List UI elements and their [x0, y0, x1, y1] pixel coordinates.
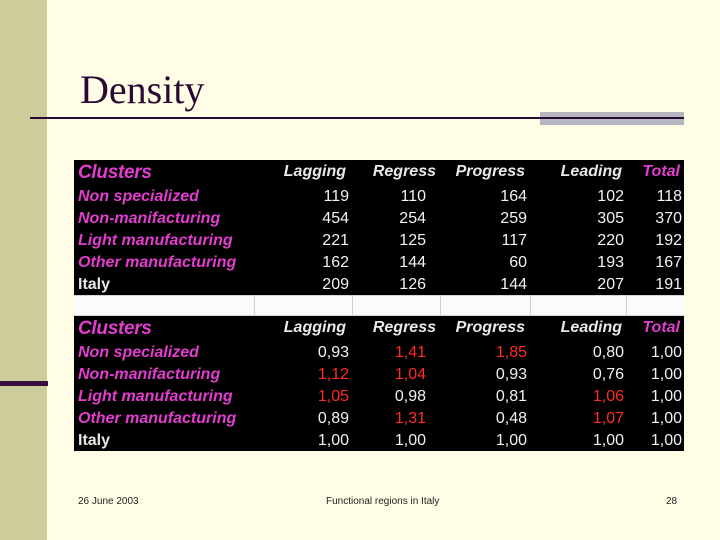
table-cell: 191 — [655, 276, 682, 293]
column-header-total: Total — [642, 163, 680, 180]
row-label: Light manufacturing — [78, 232, 233, 249]
title-rule — [30, 117, 684, 119]
separator-divider — [626, 296, 627, 315]
table-cell: 162 — [322, 254, 349, 271]
header-clusters: Clusters — [78, 162, 152, 183]
density-index-table: Clusters Lagging Regress Progress Leading Tot… — [74, 316, 684, 451]
table-cell: 207 — [597, 276, 624, 293]
column-header-lagging: Lagging — [283, 319, 346, 336]
column-header-regress: Regress — [372, 163, 436, 180]
table-cell: 259 — [500, 210, 527, 227]
table-cell: 0,76 — [592, 366, 624, 383]
table-cell: 110 — [400, 188, 426, 205]
column-header-progress: Progress — [455, 163, 525, 180]
table-cell: 0,80 — [592, 344, 624, 361]
column-header-leading: Leading — [560, 319, 622, 336]
table-cell: 125 — [399, 232, 426, 249]
separator-divider — [440, 296, 441, 315]
table-cell: 1,00 — [650, 366, 682, 383]
table-cell: 1,00 — [650, 344, 682, 361]
table-cell: 164 — [500, 188, 527, 205]
column-header-total: Total — [642, 319, 680, 336]
table-cell: 1,31 — [394, 410, 426, 427]
row-label: Non specialized — [78, 344, 199, 361]
table-cell: 1,00 — [650, 432, 682, 449]
table-cell: 0,93 — [495, 366, 527, 383]
table-cell: 305 — [597, 210, 624, 227]
table-cell: 1,06 — [592, 388, 624, 405]
table-cell: 1,04 — [394, 366, 426, 383]
table-cell: 144 — [399, 254, 426, 271]
table-cell: 0,93 — [317, 344, 349, 361]
table-cell: 0,98 — [394, 388, 426, 405]
table-cell: 144 — [500, 276, 527, 293]
density-table: Clusters Lagging Regress Progress Leading Tot… — [74, 160, 684, 295]
table-cell: 0,89 — [317, 410, 349, 427]
header-clusters: Clusters — [78, 318, 152, 339]
table-cell: 60 — [509, 254, 527, 271]
footer-title: Functional regions in Italy — [326, 496, 440, 507]
table-cell: 117 — [501, 232, 527, 249]
table-cell: 220 — [597, 232, 624, 249]
table-cell: 118 — [656, 188, 682, 205]
table-cell: 1,00 — [394, 432, 426, 449]
table-cell: 209 — [322, 276, 349, 293]
table-cell: 1,00 — [650, 388, 682, 405]
table-cell: 221 — [322, 232, 349, 249]
row-label: Other manufacturing — [78, 254, 237, 271]
table-cell: 370 — [655, 210, 682, 227]
table-cell: 192 — [655, 232, 682, 249]
separator-divider — [254, 296, 255, 315]
left-accent-line — [0, 381, 48, 386]
column-header-lagging: Lagging — [283, 163, 346, 180]
table-cell: 167 — [655, 254, 682, 271]
table-cell: 1,07 — [592, 410, 624, 427]
separator-divider — [530, 296, 531, 315]
slide-title: Density — [80, 67, 205, 112]
table-separator-row — [74, 295, 684, 316]
table-cell: 0,48 — [495, 410, 527, 427]
table-cell: 1,12 — [317, 366, 349, 383]
column-header-leading: Leading — [560, 163, 622, 180]
table-cell: 1,05 — [317, 388, 349, 405]
footer-page-number: 28 — [666, 496, 678, 507]
row-label: Other manufacturing — [78, 410, 237, 427]
table-cell: 1,00 — [650, 410, 682, 427]
table-cell: 193 — [597, 254, 624, 271]
table-cell: 1,85 — [495, 344, 527, 361]
table-cell: 0,81 — [495, 388, 527, 405]
row-label: Light manufacturing — [78, 388, 233, 405]
row-label: Italy — [78, 432, 111, 449]
table-cell: 1,41 — [394, 344, 426, 361]
table-cell: 102 — [597, 188, 624, 205]
left-decor-bar — [0, 0, 47, 540]
row-label: Non-manifacturing — [78, 210, 221, 227]
footer-date: 26 June 2003 — [78, 496, 139, 507]
table-cell: 119 — [323, 188, 349, 205]
table-cell: 1,00 — [495, 432, 527, 449]
table-cell: 1,00 — [592, 432, 624, 449]
row-label: Italy — [78, 276, 111, 293]
table-cell: 254 — [399, 210, 426, 227]
table-cell: 454 — [322, 210, 349, 227]
column-header-regress: Regress — [372, 319, 436, 336]
separator-divider — [352, 296, 353, 315]
table-cell: 126 — [399, 276, 426, 293]
column-header-progress: Progress — [455, 319, 525, 336]
row-label: Non specialized — [78, 188, 199, 205]
table-cell: 1,00 — [317, 432, 349, 449]
row-label: Non-manifacturing — [78, 366, 221, 383]
